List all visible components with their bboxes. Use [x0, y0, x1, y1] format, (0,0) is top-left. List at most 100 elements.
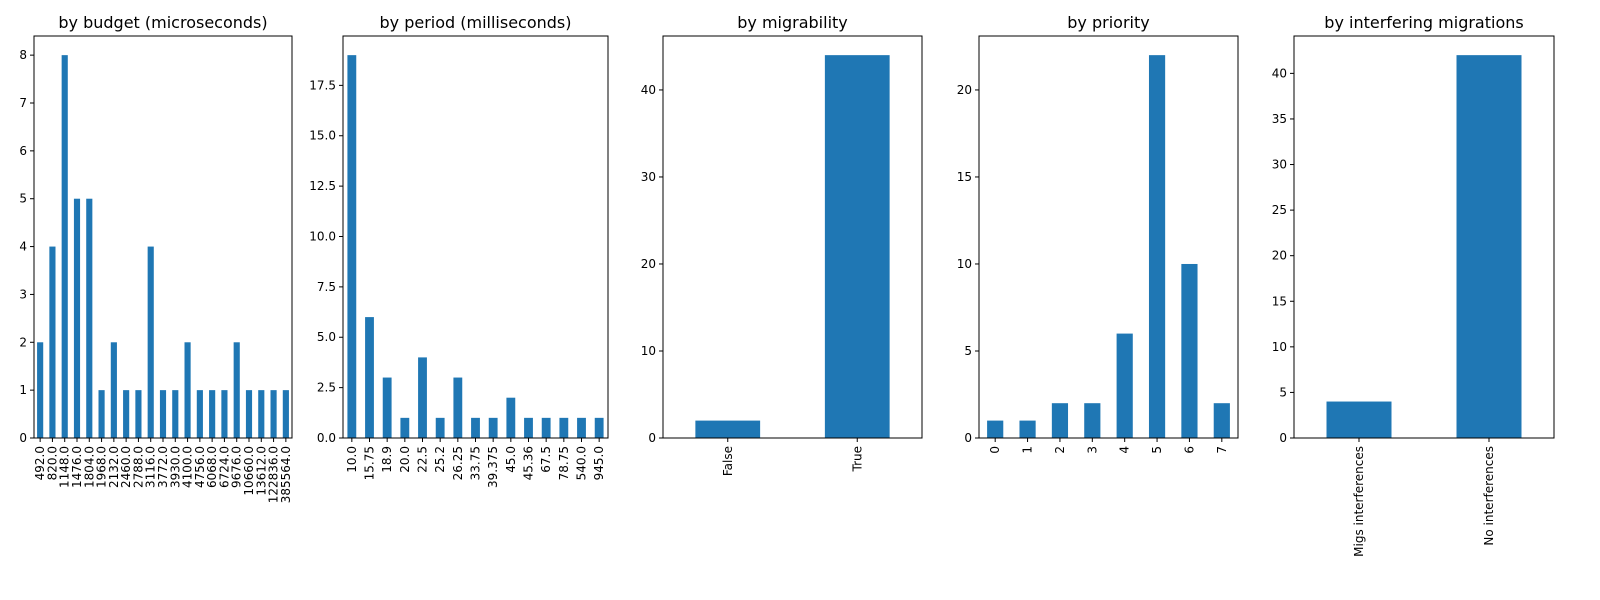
y-tick-label: 20 [957, 83, 972, 97]
x-tick-label: 45.0 [504, 446, 518, 473]
y-tick-label: 5 [964, 344, 972, 358]
bar [86, 198, 93, 438]
subplot-5: by interfering migrations 0 5 10 15 20 25 30 35 4… [1272, 13, 1555, 557]
x-tick-label: 1148.0 [58, 446, 72, 488]
bar [135, 390, 142, 438]
bar [209, 390, 216, 438]
axes-frame [1293, 35, 1555, 439]
bar [594, 417, 604, 438]
y-tick-label: 1 [19, 383, 27, 397]
bar [1116, 333, 1133, 438]
bar [541, 417, 551, 438]
x-tick-label: 4756.0 [193, 446, 207, 488]
bar [382, 377, 392, 438]
y-tick-label: 40 [641, 83, 656, 97]
y-tick-label: 0 [964, 431, 972, 445]
y-tick-label: 2.5 [317, 381, 336, 395]
subplot-title: by budget (microseconds) [58, 13, 267, 32]
bar [453, 377, 463, 438]
y-tick-label: 40 [1272, 66, 1287, 80]
bar [245, 390, 253, 438]
y-tick-label: 10 [957, 257, 972, 271]
bar [123, 390, 130, 438]
x-tick-label: 2 [1053, 446, 1067, 454]
x-tick-label: 7 [1215, 446, 1229, 454]
x-tick-label: 1968.0 [95, 446, 109, 488]
subplot-title: by period (milliseconds) [379, 13, 571, 32]
x-tick-label: 3116.0 [144, 446, 158, 488]
bar [1019, 420, 1036, 438]
y-tick-label: 7 [19, 96, 27, 110]
x-tick-label: 4100.0 [181, 446, 195, 488]
y-tick-label: 8 [19, 48, 27, 62]
bar [159, 390, 167, 438]
x-tick-label: 1804.0 [82, 446, 96, 488]
x-tick-label: 6724.0 [217, 446, 231, 488]
bar [418, 357, 427, 438]
y-tick-label: 0 [1279, 431, 1287, 445]
x-tick-label: 10660.0 [242, 446, 256, 496]
y-tick-label: 10 [641, 344, 656, 358]
x-tick-label: 3930.0 [168, 446, 182, 488]
y-tick-label: 0.0 [317, 431, 336, 445]
y-tick-label: 5 [19, 192, 27, 206]
x-tick-label: 3 [1085, 446, 1099, 454]
subplot-title: by interfering migrations [1324, 13, 1523, 32]
y-tick-label: 20 [1272, 249, 1287, 263]
y-tick-label: 17.5 [309, 78, 336, 92]
bar [824, 55, 890, 439]
x-tick-label: 0 [988, 446, 1002, 454]
bar [471, 417, 480, 438]
x-tick-label: 385564.0 [279, 446, 293, 503]
bar [1051, 403, 1069, 438]
axes-frame [33, 35, 293, 439]
x-tick-label: 20.0 [398, 446, 412, 473]
x-tick-label: 5 [1150, 446, 1164, 454]
y-tick-label: 15.0 [309, 129, 336, 143]
bar [1456, 55, 1522, 439]
bar [347, 55, 357, 439]
x-tick-label: 9676.0 [230, 446, 244, 488]
x-tick-label: 67.5 [539, 446, 553, 473]
bar [184, 342, 191, 438]
y-tick-label: 35 [1272, 112, 1287, 126]
bar [1084, 403, 1101, 438]
bar [270, 390, 277, 438]
bar [221, 390, 228, 438]
y-tick-label: 12.5 [309, 179, 336, 193]
subplot-title: by priority [1067, 13, 1149, 32]
x-tick-label: 22.5 [416, 446, 430, 473]
x-tick-label: 25.2 [433, 446, 447, 473]
x-tick-label: 540.0 [575, 446, 589, 480]
x-tick-label: 4 [1118, 446, 1132, 454]
bar [172, 390, 179, 438]
subplot-1: by budget (microseconds) 0 1 2 3 4 5 6 7 8 492.082… [19, 13, 292, 503]
bar [147, 246, 154, 438]
bar [577, 417, 586, 438]
bar [559, 417, 569, 438]
bar [365, 317, 374, 438]
x-tick-label: 122836.0 [267, 446, 281, 503]
x-tick-label: 10.0 [345, 446, 359, 473]
bar [258, 390, 265, 438]
bar [196, 390, 203, 438]
x-tick-label: 2460.0 [119, 446, 133, 488]
bar [506, 397, 516, 438]
bar [37, 342, 44, 438]
x-tick-label: 78.75 [557, 446, 571, 480]
y-tick-label: 20 [641, 257, 656, 271]
y-tick-label: 30 [1272, 158, 1287, 172]
x-tick-label: 39.375 [486, 446, 500, 488]
bar [524, 417, 533, 438]
bar [110, 342, 117, 438]
subplot-3: by migrability 0 10 20 30 40 False True [641, 13, 923, 476]
y-tick-label: 5 [1279, 385, 1287, 399]
y-tick-label: 2 [19, 335, 27, 349]
axes-frame [662, 35, 923, 439]
x-tick-label: 1 [1021, 446, 1035, 454]
y-tick-label: 15 [1272, 294, 1287, 308]
bar [435, 417, 445, 438]
x-tick-label: 2132.0 [107, 446, 121, 488]
y-tick-label: 10.0 [309, 229, 336, 243]
